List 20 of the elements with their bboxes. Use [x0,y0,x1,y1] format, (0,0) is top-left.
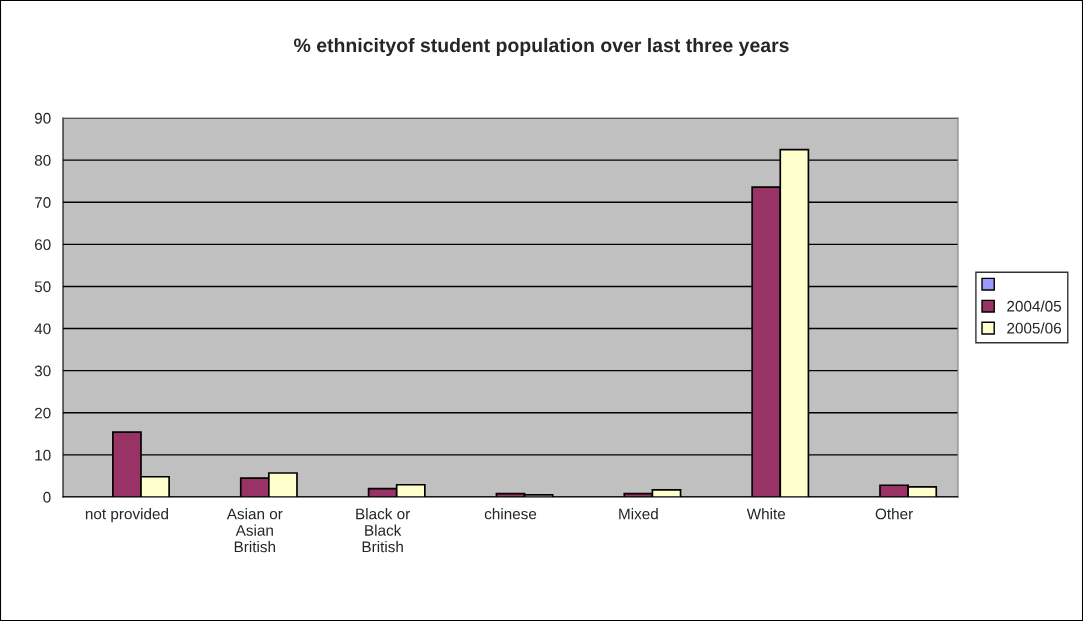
y-tick-label: 90 [34,112,51,124]
x-tick-label: Black or Black British [356,508,410,553]
x-tick-label: chinese [484,508,537,520]
y-tick-label: 30 [34,365,51,377]
x-tick-label: Other [875,508,913,520]
y-tick-label: 20 [34,407,51,419]
y-tick-label: 0 [43,491,51,503]
y-tick-label: 10 [35,449,51,461]
y-tick-label: 50 [34,281,51,293]
x-tick-label: Asian or Asian British [226,508,283,553]
chart-title: % ethnicityof student population over last three years [294,37,789,57]
x-tick-label: not provided [85,508,168,523]
legend-label: 2005/06 [1007,322,1062,334]
x-tick-label: White [746,508,786,520]
y-tick-label: 40 [34,323,51,335]
legend-label: 2004/05 [1007,300,1062,312]
x-tick-label: Mixed [619,508,658,520]
y-tick-label: 60 [34,239,51,251]
y-tick-label: 80 [34,154,51,166]
y-tick-label: 70 [34,197,51,208]
